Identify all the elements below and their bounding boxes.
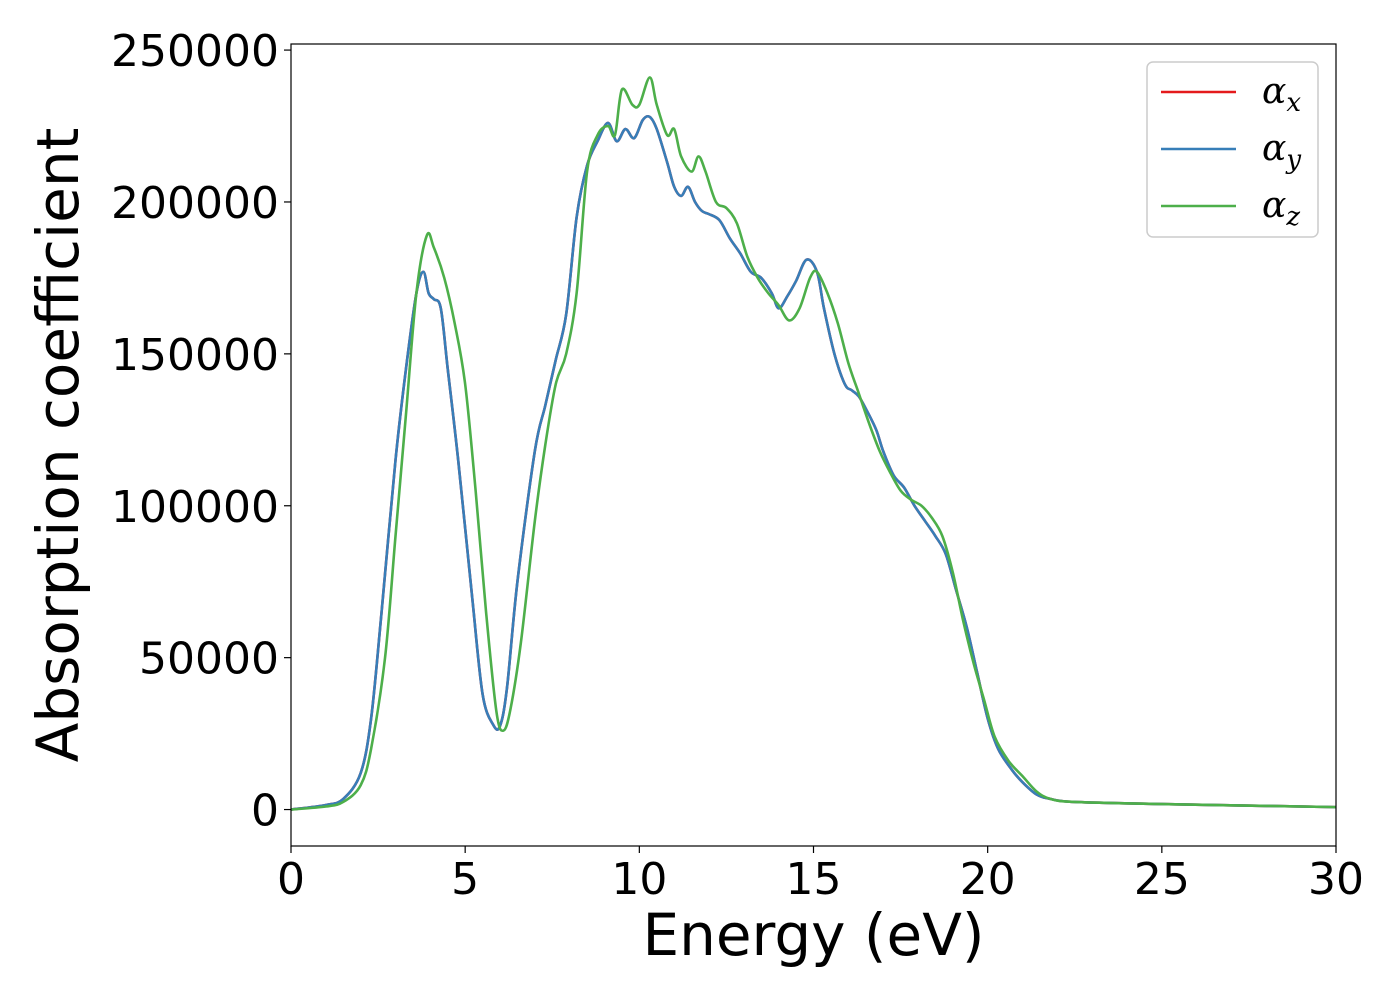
x-tick-label: 20 [960,854,1016,905]
y-tick-label: 0 [251,786,279,837]
x-axis: 0 5 10 15 20 25 30 [277,846,1364,905]
legend-label-x: αx [1262,71,1301,118]
y-axis-label: Absorption coefficient [24,128,92,763]
plot-lines [290,76,1337,811]
x-axis-label: Energy (eV) [642,901,984,969]
legend-label-z: αz [1262,185,1300,232]
x-tick-label: 5 [451,854,479,905]
series-line-y [290,114,1337,811]
y-tick-label: 50000 [139,634,279,685]
legend-label-y: αy [1262,128,1301,175]
y-tick-label: 150000 [111,330,279,381]
x-tick-label: 15 [786,854,842,905]
series-line-z [290,76,1337,811]
y-axis: 0 50000 100000 150000 200000 250000 [111,26,291,837]
x-tick-label: 25 [1134,854,1190,905]
y-tick-label: 200000 [111,178,279,229]
legend: αx αy αz [1146,61,1319,238]
x-tick-label: 0 [277,854,305,905]
x-tick-label: 10 [611,854,667,905]
y-tick-label: 100000 [111,482,279,533]
y-tick-label: 250000 [111,26,279,77]
x-tick-label: 30 [1308,854,1364,905]
